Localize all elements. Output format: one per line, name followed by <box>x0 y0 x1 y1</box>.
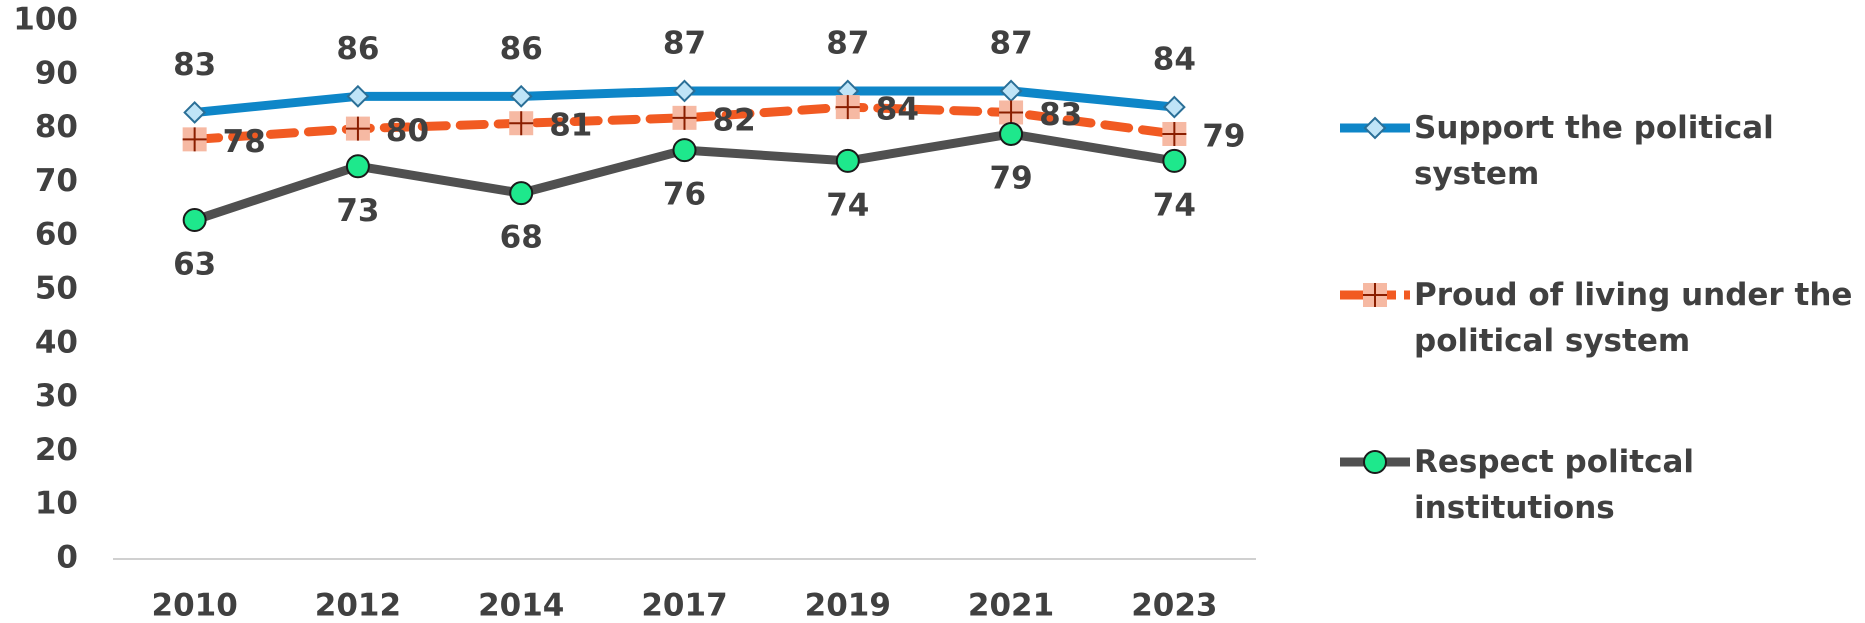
marker <box>509 84 533 108</box>
marker <box>999 79 1023 103</box>
data-label: 87 <box>990 25 1033 61</box>
data-label: 79 <box>990 160 1033 196</box>
data-label: 83 <box>173 47 216 83</box>
legend-label: Respect politcal institutions <box>1414 444 1695 526</box>
marker-plus <box>182 127 207 152</box>
data-label: 86 <box>336 31 379 67</box>
x-tick-label: 2014 <box>478 588 564 623</box>
x-tick-label: 2019 <box>805 588 891 623</box>
x-tick-label: 2017 <box>641 588 727 623</box>
marker <box>673 79 696 103</box>
data-label: 82 <box>713 102 756 138</box>
marker <box>672 138 697 163</box>
marker-plus <box>1162 121 1187 146</box>
y-tick-label: 10 <box>35 486 78 522</box>
marker <box>999 121 1024 146</box>
legend-label: Support the political system <box>1414 110 1774 192</box>
marker <box>182 208 207 233</box>
y-tick-label: 90 <box>35 55 78 91</box>
data-label: 79 <box>1202 118 1245 154</box>
y-tick-label: 20 <box>35 432 78 468</box>
data-label: 76 <box>663 177 706 213</box>
data-label: 86 <box>500 31 543 67</box>
marker <box>345 154 370 179</box>
data-label: 78 <box>223 124 266 160</box>
data-label: 74 <box>826 187 869 223</box>
y-tick-label: 0 <box>56 540 78 576</box>
marker <box>1363 116 1387 140</box>
data-label: 80 <box>386 113 429 149</box>
data-label: 84 <box>876 92 919 128</box>
data-label: 87 <box>663 25 706 61</box>
marker <box>1363 450 1387 474</box>
marker <box>1162 148 1187 173</box>
marker-plus <box>345 116 370 141</box>
x-tick-label: 2010 <box>152 588 238 623</box>
y-tick-label: 100 <box>13 2 78 38</box>
marker <box>509 181 534 206</box>
data-label: 83 <box>1039 97 1082 133</box>
marker-plus <box>509 111 534 136</box>
marker <box>346 84 370 108</box>
data-label: 87 <box>826 25 869 61</box>
marker <box>835 148 860 173</box>
data-label: 73 <box>336 193 379 229</box>
x-tick-label: 2023 <box>1131 588 1217 623</box>
data-label: 63 <box>173 247 216 283</box>
y-tick-label: 80 <box>35 109 78 145</box>
marker-plus <box>672 105 697 130</box>
y-tick-label: 70 <box>35 163 78 199</box>
legend-label: Proud of living under the political syst… <box>1414 277 1853 359</box>
marker-plus <box>1363 283 1387 307</box>
y-tick-label: 60 <box>35 217 78 253</box>
data-label: 81 <box>549 108 592 144</box>
y-tick-label: 50 <box>35 271 78 307</box>
data-label: 74 <box>1153 187 1196 223</box>
data-label: 68 <box>500 220 543 256</box>
y-tick-label: 30 <box>35 378 78 414</box>
marker <box>1162 95 1186 119</box>
y-tick-label: 40 <box>35 324 78 360</box>
marker <box>183 101 207 124</box>
marker-plus <box>999 100 1024 125</box>
marker-plus <box>835 95 860 120</box>
x-tick-label: 2012 <box>315 588 401 623</box>
x-tick-label: 2021 <box>968 588 1054 623</box>
data-label: 84 <box>1153 42 1196 78</box>
